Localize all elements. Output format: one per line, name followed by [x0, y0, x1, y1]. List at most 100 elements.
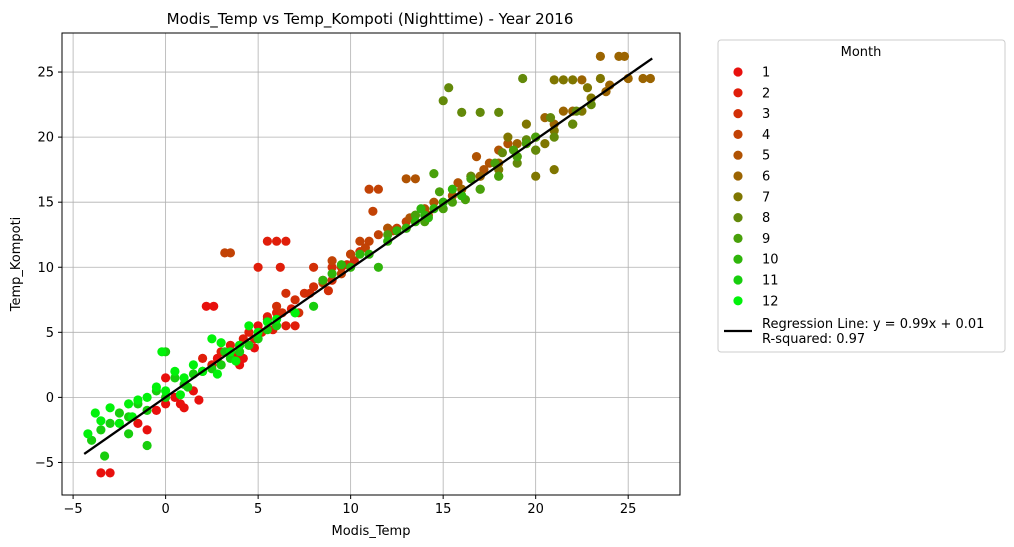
- legend-regression-label: Regression Line: y = 0.99x + 0.01: [762, 317, 984, 332]
- data-point: [207, 334, 217, 344]
- data-point: [253, 334, 263, 344]
- legend-item-regression: Regression Line: y = 0.99x + 0.01R-squar…: [724, 317, 984, 347]
- legend-marker: [733, 296, 743, 306]
- data-point: [444, 83, 454, 93]
- data-point: [96, 416, 106, 426]
- data-point: [364, 184, 374, 194]
- data-point: [179, 373, 189, 383]
- data-point: [96, 468, 106, 478]
- legend-label: 3: [762, 107, 770, 122]
- data-point: [175, 399, 185, 409]
- legend-item-1: 1: [733, 66, 770, 81]
- data-point: [157, 347, 167, 357]
- legend-item-6: 6: [733, 170, 770, 185]
- data-point: [272, 236, 282, 246]
- data-point: [244, 327, 254, 337]
- legend-marker: [733, 192, 743, 202]
- data-point: [253, 262, 263, 272]
- data-point: [355, 236, 365, 246]
- data-point: [170, 366, 180, 376]
- data-point: [201, 301, 211, 311]
- legend-frame: [717, 39, 1006, 353]
- data-point: [194, 395, 204, 405]
- data-point: [100, 451, 110, 461]
- data-point: [373, 230, 383, 240]
- legend-marker: [733, 233, 743, 243]
- data-point: [545, 113, 556, 123]
- data-point: [471, 152, 482, 162]
- data-point: [568, 119, 578, 129]
- data-point: [540, 139, 550, 149]
- data-point: [235, 347, 245, 357]
- data-point: [521, 139, 532, 149]
- data-point: [494, 107, 504, 117]
- legend-label: 6: [762, 170, 770, 185]
- data-point: [549, 75, 559, 85]
- legend-marker: [733, 275, 743, 285]
- data-point: [410, 210, 420, 220]
- data-point: [383, 223, 393, 233]
- y-axis-label: Temp_Kompoti: [9, 217, 24, 313]
- data-point: [142, 425, 152, 435]
- legend-regression-label: R-squared: 0.97: [762, 332, 865, 347]
- data-point: [531, 171, 541, 181]
- data-point: [558, 75, 569, 85]
- data-point: [281, 321, 291, 331]
- y-tick-label: 25: [37, 66, 54, 81]
- data-point: [309, 301, 319, 311]
- data-point: [290, 321, 300, 331]
- legend-label: 12: [762, 294, 779, 309]
- data-point: [373, 184, 383, 194]
- data-point: [114, 418, 124, 428]
- data-point: [290, 308, 300, 318]
- data-point: [392, 226, 402, 236]
- data-point: [96, 425, 106, 435]
- data-point: [209, 301, 219, 311]
- data-point: [401, 174, 411, 184]
- legend-marker: [733, 150, 743, 160]
- legend-item-3: 3: [733, 107, 770, 122]
- data-point: [133, 418, 143, 428]
- plot-frame: [61, 32, 681, 496]
- data-point: [281, 288, 291, 298]
- data-point: [161, 399, 171, 409]
- data-point: [568, 75, 578, 85]
- legend-item-11: 11: [733, 274, 779, 289]
- x-tick-label: 25: [620, 502, 637, 517]
- data-point: [142, 440, 152, 451]
- data-point: [290, 295, 300, 305]
- data-point: [447, 184, 457, 194]
- data-point: [170, 373, 180, 383]
- data-point: [429, 169, 439, 179]
- legend-item-4: 4: [733, 128, 770, 143]
- legend-label: 5: [762, 149, 770, 164]
- data-point: [231, 356, 241, 366]
- data-point: [142, 392, 152, 402]
- x-tick-label: 20: [527, 502, 544, 517]
- x-tick-label: 10: [342, 502, 359, 517]
- data-point: [244, 321, 254, 331]
- data-point: [90, 408, 100, 418]
- data-point: [133, 395, 143, 405]
- data-point: [212, 369, 222, 379]
- y-tick-label: 20: [37, 131, 54, 146]
- legend-label: 7: [762, 190, 770, 205]
- legend-label: 4: [762, 128, 770, 143]
- data-point: [124, 399, 134, 409]
- legend-marker: [733, 254, 743, 264]
- legend-marker: [733, 88, 743, 98]
- legend-label: 11: [762, 274, 779, 289]
- data-point: [355, 249, 365, 259]
- y-tick-label: 0: [46, 391, 54, 406]
- data-point: [638, 73, 648, 84]
- legend-title: Month: [841, 45, 882, 60]
- data-point: [549, 132, 559, 142]
- data-point: [531, 132, 541, 142]
- x-tick-label: −5: [64, 502, 83, 517]
- data-point: [105, 468, 115, 478]
- data-point: [595, 73, 606, 84]
- legend-marker: [733, 213, 743, 223]
- legend-label: 2: [762, 86, 770, 101]
- data-point: [549, 165, 559, 175]
